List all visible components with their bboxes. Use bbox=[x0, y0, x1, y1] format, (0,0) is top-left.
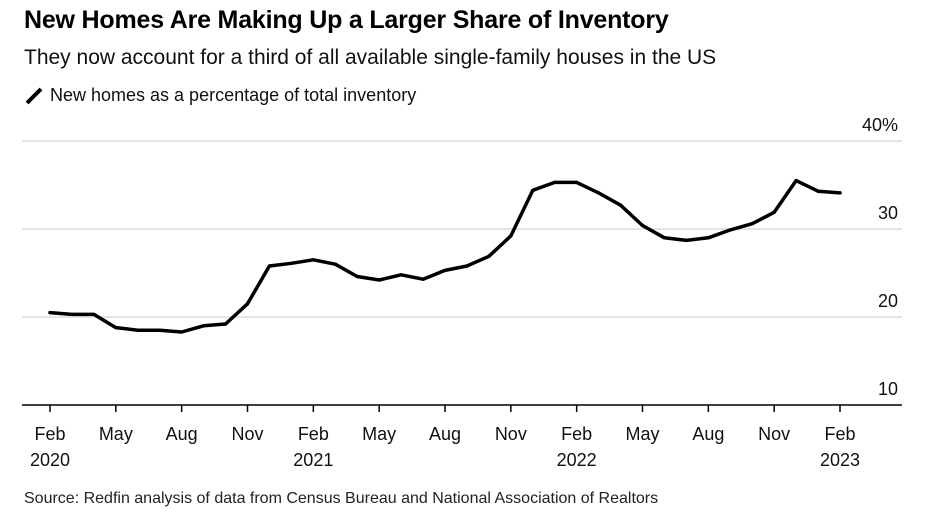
data-point bbox=[70, 312, 74, 316]
series-layer bbox=[48, 178, 842, 334]
data-point bbox=[443, 268, 447, 272]
data-point bbox=[399, 273, 403, 277]
x-tick-label: May bbox=[625, 424, 659, 444]
legend: New homes as a percentage of total inven… bbox=[24, 85, 416, 106]
data-point bbox=[794, 179, 798, 183]
y-tick-label: 40% bbox=[862, 115, 898, 135]
data-point bbox=[421, 277, 425, 281]
y-tick-label: 20 bbox=[878, 291, 898, 311]
data-point bbox=[597, 191, 601, 195]
data-point bbox=[838, 191, 842, 195]
data-point bbox=[772, 210, 776, 214]
data-point bbox=[750, 222, 754, 226]
x-tick-year-label: 2023 bbox=[820, 450, 860, 470]
chart-title: New Homes Are Making Up a Larger Share o… bbox=[24, 6, 669, 34]
data-point bbox=[728, 228, 732, 232]
data-point bbox=[48, 311, 52, 315]
data-point bbox=[377, 278, 381, 282]
data-point bbox=[114, 326, 118, 330]
data-point bbox=[224, 322, 228, 326]
data-point bbox=[158, 328, 162, 332]
data-point bbox=[267, 264, 271, 268]
data-point bbox=[816, 189, 820, 193]
series-line bbox=[48, 178, 842, 334]
data-point bbox=[706, 236, 710, 240]
x-tick-label: Aug bbox=[429, 424, 461, 444]
data-point bbox=[245, 302, 250, 306]
data-point bbox=[619, 203, 623, 207]
x-tick-label: Aug bbox=[692, 424, 724, 444]
data-point bbox=[465, 264, 469, 268]
line-swatch-icon bbox=[25, 87, 43, 104]
x-tick-year-label: 2021 bbox=[293, 450, 333, 470]
data-point bbox=[640, 223, 645, 228]
y-axis-ticks: 40% 30 20 10 bbox=[862, 115, 898, 399]
data-point bbox=[202, 324, 206, 328]
y-tick-label: 30 bbox=[878, 203, 898, 223]
y-tick-label: 10 bbox=[878, 379, 898, 399]
data-point bbox=[487, 254, 491, 258]
data-point bbox=[180, 330, 184, 334]
x-tick-label: Feb bbox=[824, 424, 855, 444]
x-axis-ticks: Feb 2020 May Aug Nov Feb 2021 May Aug Nov Feb 2022 M… bbox=[30, 405, 860, 470]
x-tick-label: May bbox=[99, 424, 133, 444]
x-tick-label: Nov bbox=[758, 424, 790, 444]
source-note: Source: Redfin analysis of data from Cen… bbox=[24, 490, 659, 507]
data-point bbox=[531, 188, 535, 192]
gridlines bbox=[22, 140, 902, 318]
data-point bbox=[509, 234, 513, 238]
data-point bbox=[92, 312, 96, 316]
data-point bbox=[289, 261, 293, 265]
data-point bbox=[662, 236, 667, 240]
x-tick-label: Feb bbox=[298, 424, 329, 444]
data-point bbox=[311, 258, 315, 262]
x-tick-label: Feb bbox=[34, 424, 65, 444]
data-point bbox=[355, 274, 359, 279]
data-point bbox=[136, 328, 140, 332]
x-tick-label: Aug bbox=[166, 424, 198, 444]
x-tick-label: May bbox=[362, 424, 396, 444]
x-tick-year-label: 2020 bbox=[30, 450, 70, 470]
x-tick-label: Nov bbox=[231, 424, 263, 444]
x-tick-label: Feb bbox=[561, 424, 592, 444]
data-point bbox=[575, 180, 579, 184]
x-tick-label: Nov bbox=[495, 424, 527, 444]
chart-subtitle: They now account for a third of all avai… bbox=[24, 46, 717, 69]
data-point bbox=[333, 262, 337, 266]
x-tick-year-label: 2022 bbox=[557, 450, 597, 470]
data-point bbox=[553, 180, 557, 184]
data-point bbox=[684, 238, 689, 242]
legend-label: New homes as a percentage of total inven… bbox=[50, 85, 417, 105]
